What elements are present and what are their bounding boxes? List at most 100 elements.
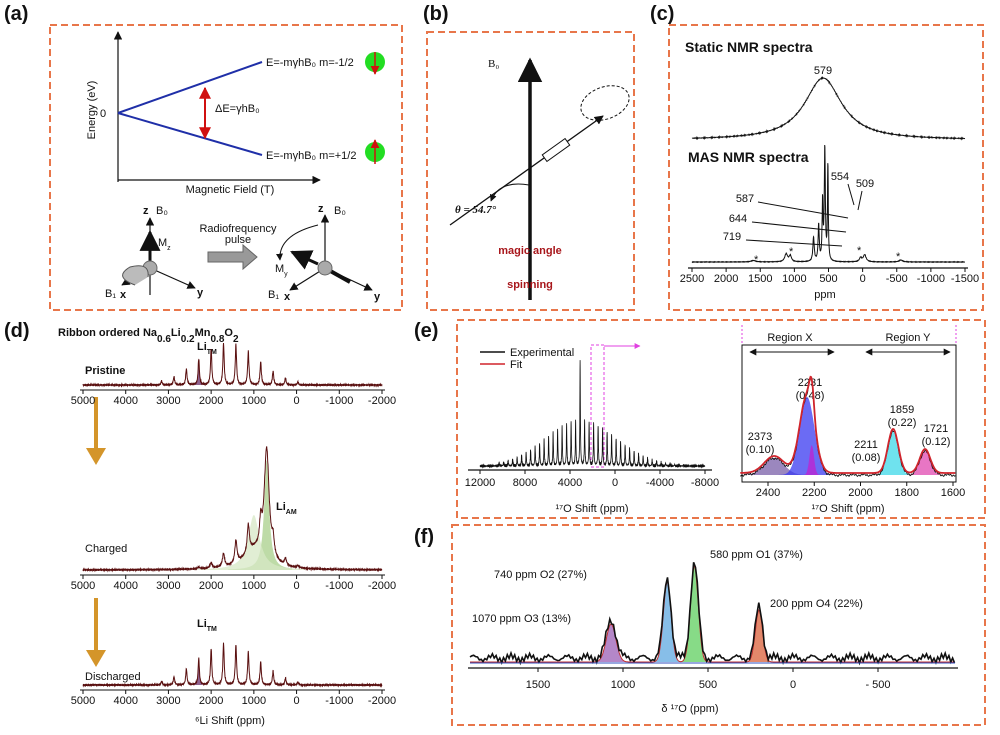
peak-label: 200 ppm O4 (22%): [770, 598, 863, 610]
magnetization: [290, 250, 319, 270]
field-label: B₀: [488, 58, 499, 70]
peak-label: 579: [814, 65, 832, 77]
leader: [847, 183, 855, 206]
tick-label: 1600: [941, 487, 965, 499]
peak-label: (0.08): [852, 452, 881, 464]
spectrum: [82, 342, 383, 388]
peak-label: (0.12): [922, 436, 951, 448]
tick-label: 3000: [156, 395, 180, 407]
peak-label: 644: [729, 213, 747, 225]
peak-label: 740 ppm O2 (27%): [494, 569, 587, 581]
tick-label: 2000: [199, 395, 223, 407]
level-line: [117, 61, 263, 114]
angle-label: θ = 54.7°: [455, 204, 497, 216]
panel-c-frame: [668, 24, 984, 311]
panel-d: Ribbon ordered Na0.6Li0.2Mn0.8O2 Pristin…: [58, 327, 396, 727]
axis-label: Energy (eV): [86, 81, 98, 140]
panel-f-frame: [451, 524, 986, 726]
fit-line: [740, 375, 956, 474]
tick-label: 2000: [848, 487, 872, 499]
site-peak: [194, 358, 203, 385]
leader: [857, 190, 863, 211]
region-label: Region Y: [885, 332, 931, 344]
plot-frame: [741, 344, 957, 483]
panel-title: Ribbon ordered Na0.6Li0.2Mn0.8O2: [58, 327, 239, 345]
panel-a-frame: [49, 24, 403, 311]
tick-label: 2000: [199, 695, 223, 707]
peak-label: (0.48): [796, 390, 825, 402]
precession: [122, 265, 149, 286]
frame-label: B₁: [268, 289, 279, 301]
spectrum: [691, 76, 966, 141]
angle-arc: [489, 183, 530, 202]
tick-label: 4000: [113, 695, 137, 707]
tick-label: 3000: [156, 695, 180, 707]
experimental-line: [469, 562, 956, 666]
title-part: Mn: [195, 327, 211, 339]
frame-label: x: [284, 291, 291, 303]
caption: magic angle: [498, 245, 562, 257]
tick-label: 12000: [465, 477, 496, 489]
site-label: LiAM: [276, 501, 297, 516]
tick-label: -2000: [368, 695, 396, 707]
panel-label: (b): [423, 3, 449, 25]
axis-label: ¹⁷O Shift (ppm): [811, 503, 884, 515]
tick-label: 1000: [242, 395, 266, 407]
tick-label: - 500: [865, 679, 890, 691]
fit-component: [587, 624, 635, 662]
axis-label: δ ¹⁷O (ppm): [661, 703, 718, 715]
peak-label: 580 ppm O1 (37%): [710, 549, 803, 561]
tick-label: 0: [860, 273, 866, 285]
title-part: 0.2: [181, 334, 195, 345]
peak-label: 1721: [924, 423, 948, 435]
panel-a: 0 Energy (eV) Magnetic Field (T) E=-mγhB…: [86, 31, 385, 303]
tick-label: 3000: [156, 580, 180, 592]
tick-label: -1000: [325, 695, 353, 707]
peak-label: 1070 ppm O3 (13%): [472, 613, 571, 625]
tick-label: 4000: [113, 395, 137, 407]
frame-label: B₁: [105, 288, 116, 300]
peak-label: (0.22): [888, 417, 917, 429]
tick-label: -1500: [951, 273, 979, 285]
axis-label: ⁶Li Shift (ppm): [195, 715, 265, 727]
peak-label: 509: [856, 178, 874, 190]
axis-label: Magnetic Field (T): [186, 184, 275, 196]
tick-label: 0: [294, 395, 300, 407]
tick-label: 1000: [782, 273, 806, 285]
panel-e: Experimental Fit ¹⁷O Shift (ppm) Region …: [465, 325, 965, 515]
rotor: [541, 137, 571, 163]
panel-label: (d): [4, 320, 30, 342]
tick-label: 1500: [748, 273, 772, 285]
panel-b-frame: [426, 31, 635, 311]
tick-label: 2500: [680, 273, 704, 285]
tilt-arrow: [276, 224, 319, 261]
level-label: E=-mγhB₀ m=-1/2: [266, 57, 354, 69]
panel-b: B₀ θ = 54.7° magic angle spinning: [449, 57, 630, 300]
title-part: O: [224, 327, 233, 339]
peak-label: 2211: [854, 439, 878, 451]
sideband-mark: *: [896, 251, 901, 263]
gap-label: ΔE=γhB₀: [215, 103, 260, 115]
fit-component: [740, 451, 956, 475]
spectrum-label: Charged: [85, 543, 127, 555]
panel-f: 1070 ppm O3 (13%) 740 ppm O2 (27%) 580 p…: [468, 549, 958, 715]
spectrum-label: Discharged: [85, 671, 141, 683]
site-label: LiTM: [197, 618, 217, 633]
tick-label: -2000: [368, 395, 396, 407]
legend-label: Experimental: [510, 347, 574, 359]
tick-label: -500: [886, 273, 908, 285]
tick-label: 500: [819, 273, 837, 285]
tick-label: 5000: [71, 695, 95, 707]
level-line: [117, 112, 263, 156]
panel-label: (a): [4, 3, 28, 25]
tick-label: 1000: [611, 679, 635, 691]
peak-label: 2231: [798, 377, 822, 389]
spectrum-label: Pristine: [85, 365, 125, 377]
tick-label: 0: [790, 679, 796, 691]
frame-label: B₀: [156, 205, 168, 217]
tick-label: 0: [294, 580, 300, 592]
process-arrow-head: [86, 448, 106, 465]
peak-label: 554: [831, 171, 849, 183]
peak-label: 587: [736, 193, 754, 205]
